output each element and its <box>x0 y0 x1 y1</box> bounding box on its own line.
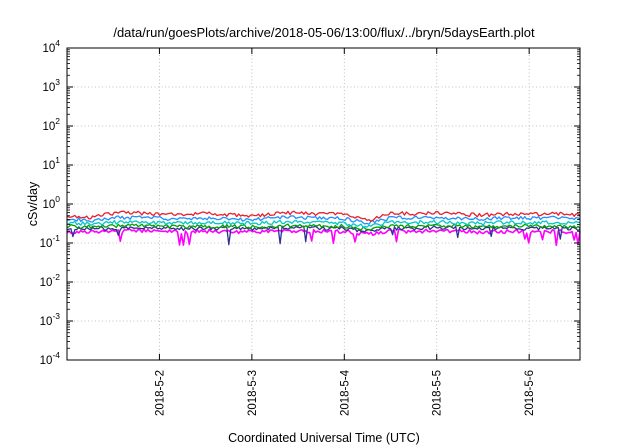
y-tick-label: 104 <box>42 38 60 55</box>
grid <box>67 48 580 360</box>
x-axis-label: Coordinated Universal Time (UTC) <box>228 431 420 445</box>
series-line <box>66 210 581 222</box>
series-line <box>66 225 581 246</box>
y-tick-label: 101 <box>42 155 60 172</box>
y-tick-label: 103 <box>42 77 60 94</box>
x-tick-label: 2018-5-4 <box>339 369 351 416</box>
x-tick-label: 2018-5-2 <box>154 370 166 416</box>
axis-ticks: 10-4 10-3 10-2 10-1 100 101 102 103 104 2018-5-2 2… <box>40 38 580 416</box>
series-line <box>66 223 581 231</box>
chart-title: /data/run/goesPlots/archive/2018-05-06/1… <box>113 25 535 40</box>
x-tick-label: 2018-5-6 <box>524 370 536 416</box>
y-tick-label: 10-3 <box>40 311 61 328</box>
x-tick-label: 2018-5-5 <box>432 370 444 416</box>
y-tick-label: 10-1 <box>40 233 61 250</box>
series-line <box>66 219 581 228</box>
series-line <box>66 228 581 247</box>
y-tick-label: 10-2 <box>40 272 61 289</box>
data-series <box>66 210 581 247</box>
x-tick-label: 2018-5-3 <box>247 370 259 416</box>
series-line <box>66 215 581 225</box>
y-axis-label: cSv/day <box>26 181 40 226</box>
y-tick-label: 10-4 <box>40 350 61 367</box>
y-tick-label: 100 <box>42 194 60 211</box>
y-tick-label: 102 <box>42 116 60 133</box>
